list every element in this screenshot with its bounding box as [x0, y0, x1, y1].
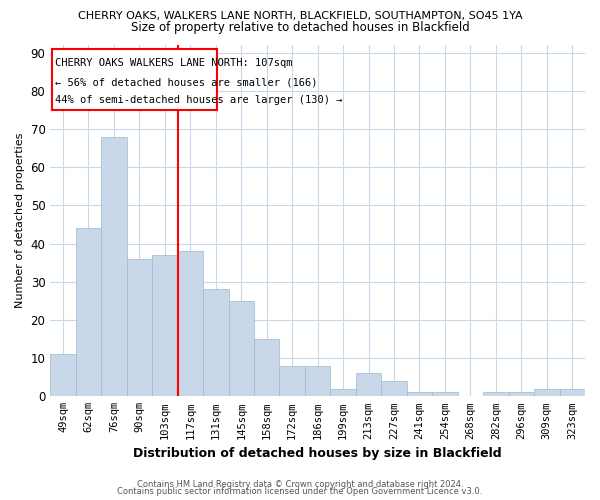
Bar: [152, 255, 178, 396]
X-axis label: Distribution of detached houses by size in Blackfield: Distribution of detached houses by size …: [133, 447, 502, 460]
Text: Contains public sector information licensed under the Open Government Licence v3: Contains public sector information licen…: [118, 487, 482, 496]
Bar: [101, 136, 127, 396]
Bar: [432, 392, 458, 396]
Text: Contains HM Land Registry data © Crown copyright and database right 2024.: Contains HM Land Registry data © Crown c…: [137, 480, 463, 489]
Bar: [382, 381, 407, 396]
Bar: [254, 339, 280, 396]
Bar: [50, 354, 76, 397]
Bar: [560, 388, 585, 396]
Y-axis label: Number of detached properties: Number of detached properties: [15, 133, 25, 308]
Bar: [407, 392, 432, 396]
Bar: [305, 366, 331, 396]
Bar: [534, 388, 560, 396]
Text: CHERRY OAKS, WALKERS LANE NORTH, BLACKFIELD, SOUTHAMPTON, SO45 1YA: CHERRY OAKS, WALKERS LANE NORTH, BLACKFI…: [77, 11, 523, 21]
Bar: [331, 388, 356, 396]
Bar: [127, 259, 152, 396]
Bar: [229, 301, 254, 396]
Bar: [76, 228, 101, 396]
Bar: [178, 251, 203, 396]
FancyBboxPatch shape: [52, 49, 217, 110]
Text: CHERRY OAKS WALKERS LANE NORTH: 107sqm: CHERRY OAKS WALKERS LANE NORTH: 107sqm: [55, 58, 293, 68]
Text: 44% of semi-detached houses are larger (130) →: 44% of semi-detached houses are larger (…: [55, 94, 343, 104]
Bar: [203, 290, 229, 397]
Bar: [483, 392, 509, 396]
Text: ← 56% of detached houses are smaller (166): ← 56% of detached houses are smaller (16…: [55, 78, 318, 88]
Text: Size of property relative to detached houses in Blackfield: Size of property relative to detached ho…: [131, 21, 469, 34]
Bar: [356, 374, 382, 396]
Bar: [509, 392, 534, 396]
Bar: [280, 366, 305, 396]
